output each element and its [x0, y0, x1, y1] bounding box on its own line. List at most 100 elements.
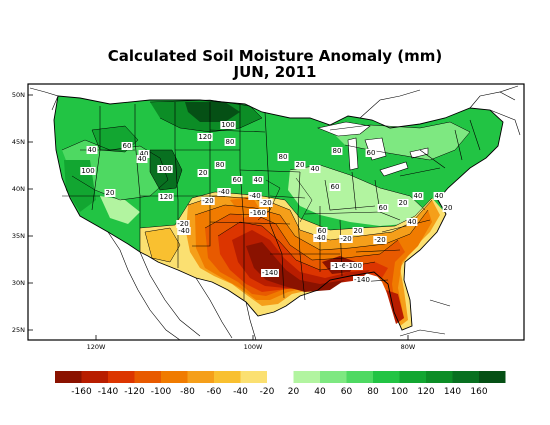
neighbor-outlines: [29, 85, 521, 340]
contour-label-text: 20: [199, 169, 208, 177]
contour-label-text: 20: [106, 189, 115, 197]
contour-label-bg: [261, 269, 279, 277]
lon-label-100w: 100W: [244, 343, 263, 351]
lake-ontario: [409, 147, 429, 159]
pale-green-nw: [100, 196, 140, 224]
contour-label-bg: [353, 276, 371, 284]
colorbar-tick-label: -40: [233, 387, 248, 397]
contour-label-bg: [252, 176, 264, 184]
lat-label-45n: 45N: [12, 138, 25, 146]
contour-label-bg: [329, 183, 341, 191]
contour-label: 60: [316, 227, 328, 235]
contour-label-bg: [316, 227, 328, 235]
contour-label-text: -40: [249, 192, 260, 200]
colorbar-tick-label: 160: [470, 387, 487, 397]
contour-label-bg: [313, 234, 327, 242]
contour-label: 60: [377, 204, 389, 212]
contour-label-bg: [224, 138, 236, 146]
contour-label-bg: [259, 199, 273, 207]
colorbar-swatch: [293, 371, 320, 383]
contour-label: -140: [353, 276, 371, 284]
contour-label-text: 40: [435, 192, 444, 200]
contour-label: 120: [158, 193, 174, 201]
contour-label-text: 40: [138, 155, 147, 163]
colorbar-tick-label: 80: [367, 387, 379, 397]
contour-label: -20: [176, 220, 190, 228]
lat-label-35n: 35N: [12, 232, 25, 240]
pale-green-east: [288, 165, 425, 226]
lat-label-40n: 40N: [12, 185, 25, 193]
contour-label-bg: [136, 155, 148, 163]
contour-label: 40: [136, 155, 148, 163]
contour-label: 40: [412, 192, 424, 200]
contour-label-bg: [406, 218, 418, 226]
contour-label: -20: [259, 199, 273, 207]
contour-label-bg: [352, 227, 364, 235]
contour-label: 80: [277, 153, 289, 161]
contour-label-bg: [220, 121, 236, 129]
contour-label-bg: [121, 142, 133, 150]
conus-coastline: [53, 95, 504, 331]
contour-label: 20: [294, 161, 306, 169]
contour-label-text: -40: [218, 188, 229, 196]
contour-label: 40: [406, 218, 418, 226]
contour-label-text: 60: [331, 183, 340, 191]
contour-label: 120: [197, 133, 213, 141]
contour-label: 20: [197, 169, 209, 177]
map-subtitle: JUN, 2011: [233, 63, 317, 81]
contour-label-bg: [214, 161, 226, 169]
colorbar-swatch: [373, 371, 400, 383]
plot-frame: [27, 83, 525, 341]
contour-label-text: 60: [367, 149, 376, 157]
contour-label-text: 100: [221, 121, 234, 129]
contour-label-bg: [433, 192, 445, 200]
contour-label-bg: [373, 236, 387, 244]
contour-label-bg: [377, 204, 389, 212]
darkest-green-north: [185, 102, 240, 122]
contour-label-text: 80: [216, 161, 225, 169]
colorbar-tick-label: 20: [288, 387, 300, 397]
contour-label: 100: [80, 167, 96, 175]
colorbar: [55, 371, 506, 383]
lake-erie: [379, 161, 409, 177]
contour-label-text: 20: [354, 227, 363, 235]
contour-label-text: -100: [346, 262, 362, 270]
contour-label-bg: [158, 193, 174, 201]
contour-label-bg: [104, 189, 116, 197]
colorbar-swatch: [108, 371, 135, 383]
colorbar-tick-label: 120: [417, 387, 434, 397]
colorbar-tick-label: -100: [151, 387, 172, 397]
contour-label-text: 40: [311, 165, 320, 173]
contour-label: 20: [442, 204, 454, 212]
colorbar-swatch: [320, 371, 347, 383]
contour-label-bg: [277, 153, 289, 161]
contour-label-text: 120: [198, 133, 211, 141]
contour-label-text: 60: [379, 204, 388, 212]
contour-label: -40: [248, 192, 262, 200]
contour-label-bg: [197, 133, 213, 141]
contour-label: -20: [373, 236, 387, 244]
lake-michigan: [347, 137, 359, 171]
contour-label-text: -20: [202, 197, 213, 205]
contour-labels: 1001208060404010010020201208060402040802…: [80, 121, 454, 284]
colorbar-tick-labels: -160 -140 -120 -100 -80 -60 -40 -20 20 40 60 80 100 1…: [71, 387, 488, 397]
colorbar-tick-label: -140: [98, 387, 119, 397]
lat-label-50n: 50N: [12, 91, 25, 99]
contour-label-text: -20: [177, 220, 188, 228]
contour-label-text: -20: [374, 236, 385, 244]
colorbar-tick-label: -160: [71, 387, 92, 397]
contour-label: -60: [338, 262, 352, 270]
colorbar-swatch: [55, 371, 82, 383]
colorbar-swatch: [161, 371, 188, 383]
contour-label: 40: [433, 192, 445, 200]
colorbar-tick-label: 100: [391, 387, 408, 397]
dry-yellow: [145, 228, 180, 262]
contour-label-bg: [197, 169, 209, 177]
contour-label: -160: [249, 209, 267, 217]
contour-label-text: 60: [318, 227, 327, 235]
contour-label-text: -160: [250, 209, 266, 217]
contour-label-bg: [397, 199, 409, 207]
contour-label-bg: [442, 204, 454, 212]
contour-label-text: -20: [260, 199, 271, 207]
contour-label: 40: [309, 165, 321, 173]
